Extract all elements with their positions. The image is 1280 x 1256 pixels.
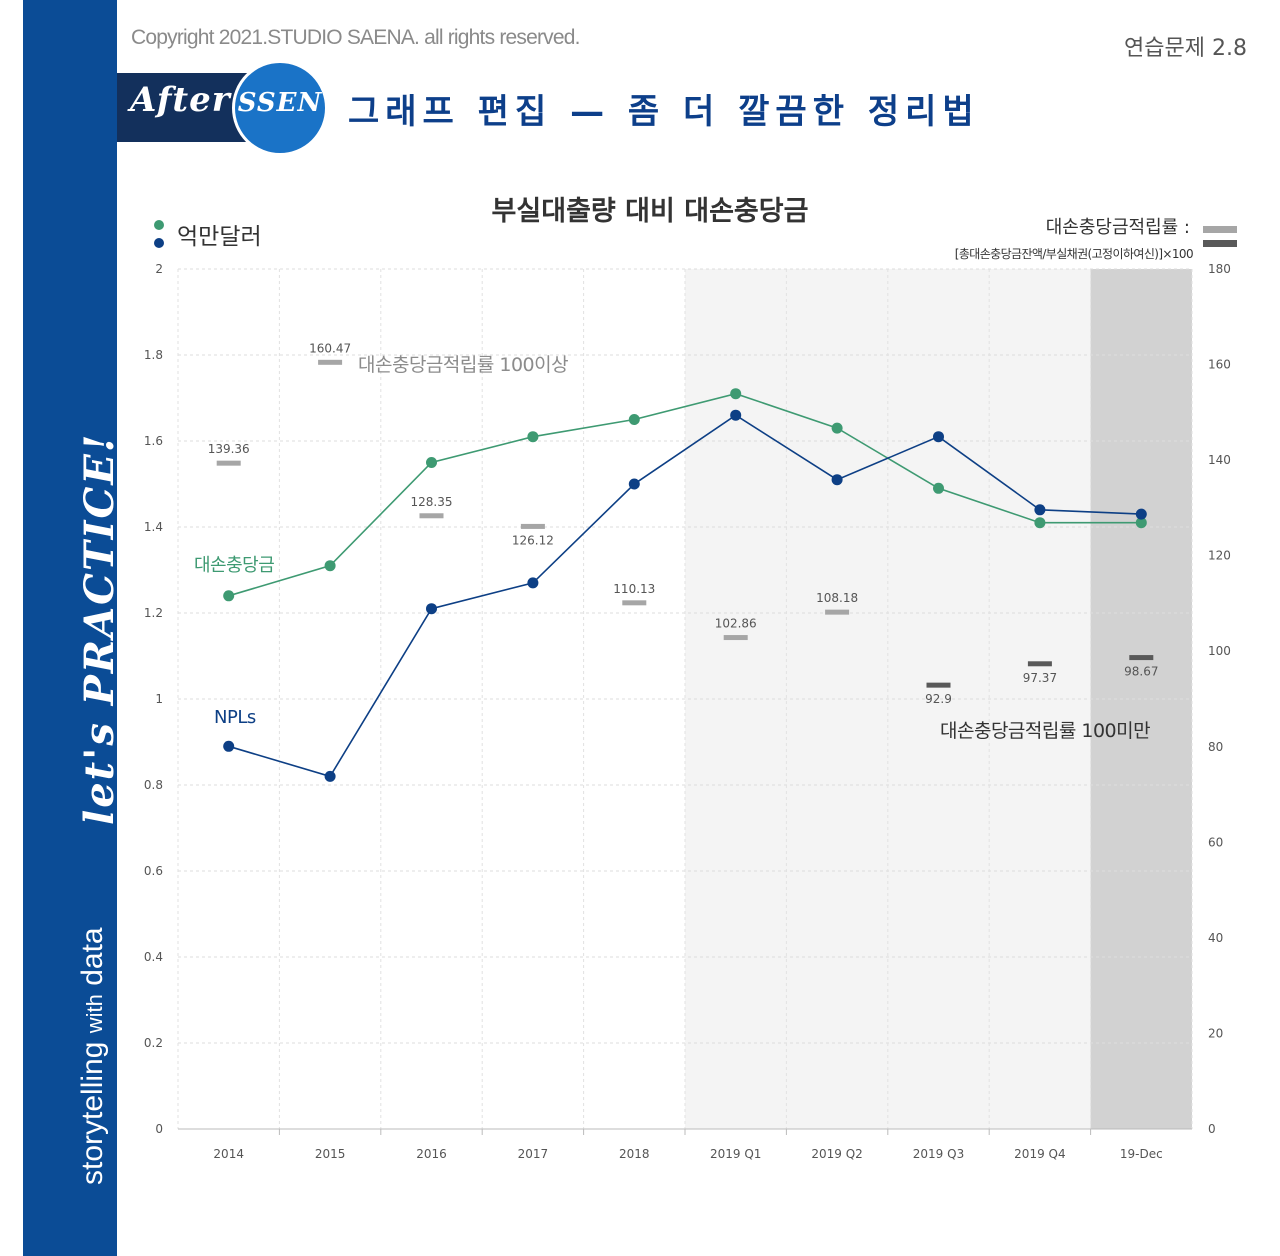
left-axis-tick-label: 1.2	[144, 606, 163, 620]
right-axis-tick-label: 180	[1208, 262, 1231, 276]
npls-point	[223, 740, 235, 752]
x-axis-tick-label: 2019 Q3	[913, 1147, 964, 1161]
ratio-marker	[1129, 655, 1154, 661]
npls-point	[831, 474, 843, 486]
annotation-ratio-above-100: 대손충당금적립률 100이상	[358, 354, 568, 376]
chart-axes: 00.20.40.60.811.21.41.61.820204060801001…	[144, 262, 1231, 1161]
left-axis-tick-label: 2	[155, 262, 163, 276]
left-axis-tick-label: 0.4	[144, 950, 163, 964]
ratio-data-label: 139.36	[208, 442, 250, 456]
ratio-marker	[926, 682, 951, 688]
series-lines	[223, 388, 1147, 782]
right-axis-tick-label: 60	[1208, 835, 1223, 849]
ratio-data-label: 108.18	[816, 591, 858, 605]
page-subtitle: 그래프 편집 — 좀 더 깔끔한 정리법	[348, 92, 980, 132]
left-axis-tick-label: 1.6	[144, 434, 163, 448]
x-axis-tick-label: 2019 Q1	[710, 1147, 761, 1161]
left-axis-tick-label: 0.2	[144, 1036, 163, 1050]
legend-dot-allowance	[154, 220, 164, 230]
x-axis-tick-label: 2019 Q4	[1014, 1147, 1065, 1161]
allowance-point	[426, 457, 437, 468]
npls-point	[933, 431, 944, 443]
ssen-badge	[232, 60, 328, 156]
ratio-data-label: 102.86	[715, 617, 757, 631]
allowance-point	[1135, 517, 1147, 529]
ratio-marker	[520, 523, 545, 529]
sidebar	[23, 0, 117, 1256]
right-axis-tick-label: 120	[1208, 549, 1231, 563]
left-axis-tick-label: 0.6	[144, 864, 163, 878]
right-axis-tick-label: 160	[1208, 358, 1231, 372]
right-axis-tick-label: 100	[1208, 644, 1231, 658]
npls-point	[628, 478, 640, 490]
ratio-markers: 139.36 160.47 128.35 126.12 110.13 102.86 108.…	[208, 341, 1159, 706]
ratio-data-label: 98.67	[1124, 665, 1158, 679]
legend-dot-npls	[154, 238, 164, 248]
after-badge-text: After	[130, 80, 231, 120]
npls-line	[228, 414, 1142, 778]
x-axis-tick-label: 19-Dec	[1120, 1147, 1163, 1161]
chart-grid	[177, 268, 1193, 1129]
ratio-marker	[723, 635, 748, 641]
ratio-marker	[419, 513, 444, 519]
x-axis-tick-label: 2016	[416, 1147, 447, 1161]
copyright-text: Copyright 2021.STUDIO SAENA. all rights …	[131, 26, 580, 49]
npls-point	[527, 577, 539, 589]
allowance-point	[933, 482, 944, 494]
allowance-point	[223, 590, 235, 602]
npls-point	[730, 409, 742, 421]
ratio-data-label: 160.47	[309, 341, 351, 355]
unit-legend-label: 억만달러	[177, 224, 262, 250]
left-axis-tick-label: 0	[155, 1122, 163, 1136]
series-label-allowance: 대손충당금	[194, 555, 274, 576]
x-axis-tick-label: 2014	[213, 1147, 244, 1161]
allowance-point	[527, 431, 539, 443]
left-axis-tick-label: 1.4	[144, 520, 163, 534]
ssen-badge-text: SSEN	[237, 88, 323, 118]
right-axis-tick-label: 40	[1208, 931, 1223, 945]
left-axis-tick-label: 0.8	[144, 778, 163, 792]
legend-swatch-ratio-above	[1203, 226, 1237, 233]
right-axis-tick-label: 80	[1208, 740, 1223, 754]
ratio-marker	[216, 460, 241, 466]
ratio-data-label: 126.12	[512, 533, 554, 547]
annotation-ratio-below-100: 대손충당금적립률 100미만	[940, 720, 1150, 742]
npls-point	[1135, 508, 1147, 520]
legend-swatch-ratio-below	[1203, 240, 1237, 247]
x-axis-tick-label: 2018	[619, 1147, 650, 1161]
left-axis-tick-label: 1	[155, 692, 163, 706]
allowance-point	[1034, 517, 1046, 529]
allowance-line	[228, 392, 1142, 597]
right-axis-tick-label: 20	[1208, 1026, 1223, 1040]
ratio-marker	[825, 609, 850, 615]
exercise-label: 연습문제 2.8	[1124, 36, 1247, 61]
npls-point	[324, 770, 336, 782]
x-axis-tick-label: 2019 Q2	[811, 1147, 862, 1161]
ratio-data-label: 97.37	[1023, 671, 1057, 685]
ratio-data-label: 128.35	[411, 495, 453, 509]
ratio-legend-formula: [총대손충당금잔액/부실채권(고정이하여신)]×100	[955, 247, 1193, 261]
ratio-data-label: 92.9	[925, 692, 952, 706]
x-axis-tick-label: 2015	[315, 1147, 346, 1161]
x-axis-tick-label: 2017	[518, 1147, 549, 1161]
ratio-marker	[622, 600, 647, 606]
ratio-marker	[318, 359, 343, 365]
npls-point	[1034, 504, 1046, 516]
chart-title: 부실대출량 대비 대손충당금	[492, 196, 809, 227]
right-axis-tick-label: 140	[1208, 453, 1231, 467]
allowance-point	[324, 560, 336, 572]
chart-texts: 부실대출량 대비 대손충당금 억만달러 대손충당금적립률 : [총대손충당금잔액…	[154, 196, 1237, 742]
series-label-npls: NPLs	[214, 707, 256, 728]
right-axis-tick-label: 0	[1208, 1122, 1216, 1136]
allowance-point	[831, 422, 843, 434]
ratio-legend-title: 대손충당금적립률 :	[1046, 217, 1190, 238]
allowance-point	[628, 414, 640, 425]
allowance-point	[730, 388, 742, 400]
ratio-data-label: 110.13	[613, 582, 655, 596]
ratio-marker	[1027, 661, 1052, 667]
left-axis-tick-label: 1.8	[144, 348, 163, 362]
npls-point	[426, 603, 437, 615]
